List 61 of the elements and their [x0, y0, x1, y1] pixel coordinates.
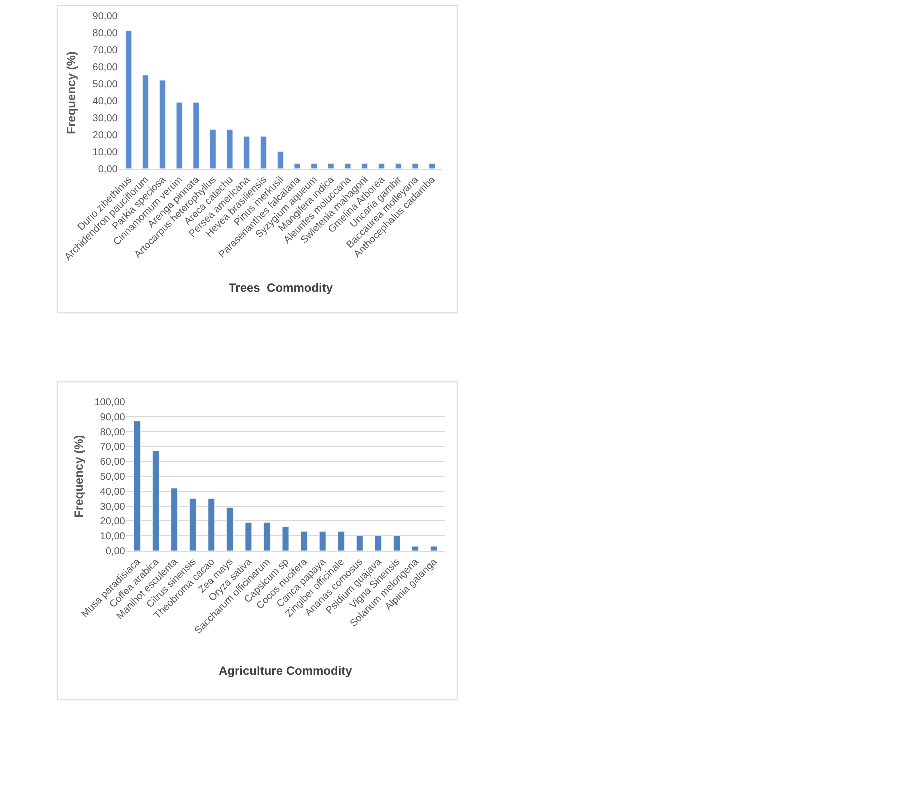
bar: [226, 508, 234, 552]
y-tick-label: 80,00: [100, 427, 126, 438]
bar: [264, 522, 271, 552]
y-tick-label: 70,00: [100, 442, 126, 454]
y-tick-label: 0,00: [98, 164, 118, 176]
bar: [378, 164, 385, 169]
y-tick-label: 20,00: [92, 130, 118, 142]
y-tick-label: 40,00: [92, 96, 118, 108]
bar: [208, 498, 216, 552]
bar: [176, 102, 183, 169]
bar: [356, 536, 364, 552]
bar: [412, 546, 420, 552]
bar: [193, 102, 200, 169]
bar: [126, 30, 132, 169]
y-tick-label: 20,00: [100, 516, 126, 528]
y-tick-label: 60,00: [92, 62, 118, 74]
bar: [245, 522, 252, 552]
y-tick-label: 80,00: [92, 28, 118, 40]
y-tick-label: 90,00: [92, 11, 118, 22]
bar: [244, 136, 250, 169]
bar: [142, 75, 149, 169]
bar: [394, 536, 400, 552]
bar: [319, 531, 326, 552]
y-axis-title: Frequency (%): [72, 435, 86, 518]
y-tick-label: 30,00: [92, 113, 118, 124]
bar: [300, 531, 308, 552]
x-axis-title: Trees Commodity: [229, 281, 334, 295]
bar: [294, 164, 301, 169]
bar: [374, 536, 382, 552]
y-tick-label: 60,00: [100, 457, 126, 468]
y-tick-label: 100,00: [94, 397, 126, 408]
bar: [430, 546, 438, 552]
bar: [190, 498, 197, 552]
bar: [159, 80, 166, 169]
y-tick-label: 10,00: [100, 532, 126, 543]
y-tick-label: 50,00: [100, 472, 126, 483]
bar: [152, 450, 160, 552]
bar: [134, 421, 141, 552]
y-tick-label: 10,00: [92, 147, 118, 158]
bar: [412, 164, 419, 169]
bar: [260, 136, 267, 169]
bar: [362, 164, 368, 169]
bar: [395, 164, 402, 169]
bar: [429, 164, 436, 169]
y-tick-label: 40,00: [100, 486, 126, 498]
x-axis-title: Agriculture Commodity: [219, 664, 353, 678]
y-tick-label: 30,00: [100, 502, 126, 513]
bar: [277, 152, 284, 169]
y-tick-label: 50,00: [92, 79, 118, 90]
y-tick-label: 0,00: [106, 546, 126, 558]
bar: [282, 526, 290, 552]
bar: [338, 531, 345, 552]
bar: [171, 488, 178, 552]
bar: [226, 130, 234, 169]
y-axis-title: Frequency (%): [64, 52, 79, 134]
bar: [210, 130, 216, 169]
bar: [344, 164, 352, 169]
bar: [311, 164, 318, 169]
bar: [328, 164, 334, 169]
y-tick-label: 90,00: [100, 412, 126, 424]
y-tick-label: 70,00: [92, 45, 118, 56]
